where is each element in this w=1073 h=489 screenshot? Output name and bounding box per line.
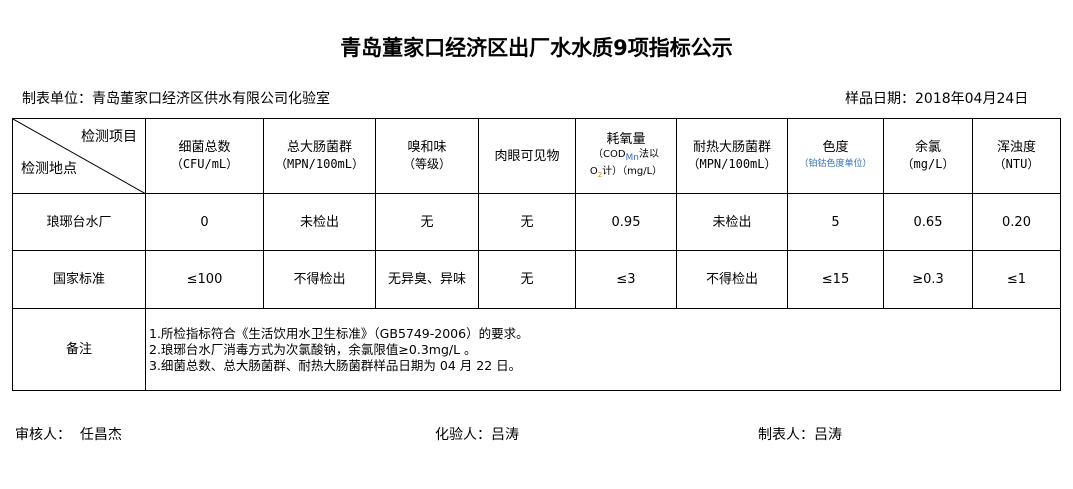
col-name: 总大肠菌群 [286, 140, 352, 155]
unit-subscript: Mn [625, 152, 640, 163]
value-cell: 0.95 [575, 193, 677, 251]
col-unit: （MPN/100mL） [687, 157, 777, 171]
col-unit: （CFU/mL） [170, 157, 239, 171]
col-header: 耐热大肠菌群 （MPN/100mL） [676, 118, 788, 194]
notes-row: 备注 1.所检指标符合《生活饮用水卫生标准》（GB5749-2006）的要求。 … [12, 308, 1061, 391]
col-header: 浑浊度 （NTU） [972, 118, 1061, 194]
value-cell: 未检出 [676, 193, 788, 251]
value-cell: ≤3 [575, 250, 677, 309]
col-name: 嗅和味 [407, 140, 447, 155]
note-line: 3.细菌总数、总大肠菌群、耐热大肠菌群样品日期为 04 月 22 日。 [149, 357, 522, 373]
value-cell: 0.20 [972, 193, 1061, 251]
col-header: 细菌总数 （CFU/mL） [145, 118, 264, 194]
col-name: 色度 [822, 140, 849, 155]
value-cell: 未检出 [263, 193, 376, 251]
value-cell: 不得检出 [263, 250, 376, 309]
notes-label: 备注 [12, 308, 146, 391]
col-name: 耐热大肠菌群 [692, 140, 771, 155]
col-header: 肉眼可见物 [478, 118, 576, 194]
col-name: 浑浊度 [996, 140, 1036, 155]
col-unit: （MPN/100mL） [274, 157, 365, 171]
corner-cell: 检测项目 检测地点 [12, 118, 146, 194]
site-cell: 琅琊台水厂 [12, 193, 146, 251]
col-name: 耗氧量 [606, 131, 646, 147]
col-name: 肉眼可见物 [494, 148, 560, 164]
page-title: 青岛董家口经济区出厂水水质9项指标公示 [340, 36, 733, 60]
unit-part: 法以 [639, 148, 660, 160]
unit-part: O [589, 165, 598, 177]
value-cell: ≤15 [787, 250, 884, 309]
col-header: 色度 （铂钴色度单位） [787, 118, 884, 194]
site-cell: 国家标准 [12, 250, 146, 309]
unit-part: 计）（mg/L） [602, 165, 663, 177]
col-unit: （铂钴色度单位） [799, 159, 872, 169]
reviewer: 审核人： 任昌杰 [15, 427, 122, 443]
corner-bottom-label: 检测地点 [21, 161, 77, 177]
col-unit: （mg/L） [901, 157, 955, 171]
value-cell: ≤100 [145, 250, 264, 309]
notes-cell: 1.所检指标符合《生活饮用水卫生标准》（GB5749-2006）的要求。 2.琅… [145, 308, 1061, 391]
header-row: 检测项目 检测地点 细菌总数 （CFU/mL） 总大肠菌群 （MPN/100mL） … [12, 118, 1061, 194]
col-unit: （CODMn法以 O2计）（mg/L） [576, 148, 676, 182]
value-cell: 不得检出 [676, 250, 788, 309]
preparer: 制表人：吕涛 [758, 427, 842, 443]
value-cell: ≤1 [972, 250, 1061, 309]
value-cell: 0.65 [883, 193, 973, 251]
value-cell: 0 [145, 193, 264, 251]
note-line: 1.所检指标符合《生活饮用水卫生标准》（GB5749-2006）的要求。 [149, 325, 529, 341]
unit-part: （COD [592, 148, 626, 160]
col-header: 嗅和味 （等级） [375, 118, 479, 194]
col-header: 余氯 （mg/L） [883, 118, 973, 194]
sample-date: 样品日期：2018年04月24日 [845, 91, 1029, 107]
value-cell: ≥0.3 [883, 250, 973, 309]
note-line: 2.琅琊台水厂消毒方式为次氯酸钠，余氯限值≥0.3mg/L 。 [149, 341, 477, 357]
issuing-unit: 制表单位：青岛董家口经济区供水有限公司化验室 [22, 91, 330, 107]
value-cell: 无 [478, 193, 576, 251]
unit-subscript: 2 [597, 170, 603, 179]
value-cell: 无 [478, 250, 576, 309]
col-unit: （NTU） [993, 157, 1040, 171]
water-quality-table: 检测项目 检测地点 细菌总数 （CFU/mL） 总大肠菌群 （MPN/100mL） … [12, 118, 1061, 391]
table-row: 国家标准 ≤100 不得检出 无异臭、异味 无 ≤3 不得检出 ≤15 ≥0.3… [12, 250, 1061, 309]
value-cell: 5 [787, 193, 884, 251]
table-row: 琅琊台水厂 0 未检出 无 无 0.95 未检出 5 0.65 0.20 [12, 193, 1061, 251]
tester: 化验人：吕涛 [435, 427, 519, 443]
col-name: 余氯 [914, 140, 941, 155]
col-header: 耗氧量 （CODMn法以 O2计）（mg/L） [575, 118, 677, 194]
col-unit: （等级） [402, 157, 451, 171]
value-cell: 无 [375, 193, 479, 251]
col-name: 细菌总数 [178, 140, 231, 155]
col-header: 总大肠菌群 （MPN/100mL） [263, 118, 376, 194]
value-cell: 无异臭、异味 [375, 250, 479, 309]
corner-top-label: 检测项目 [81, 129, 137, 145]
